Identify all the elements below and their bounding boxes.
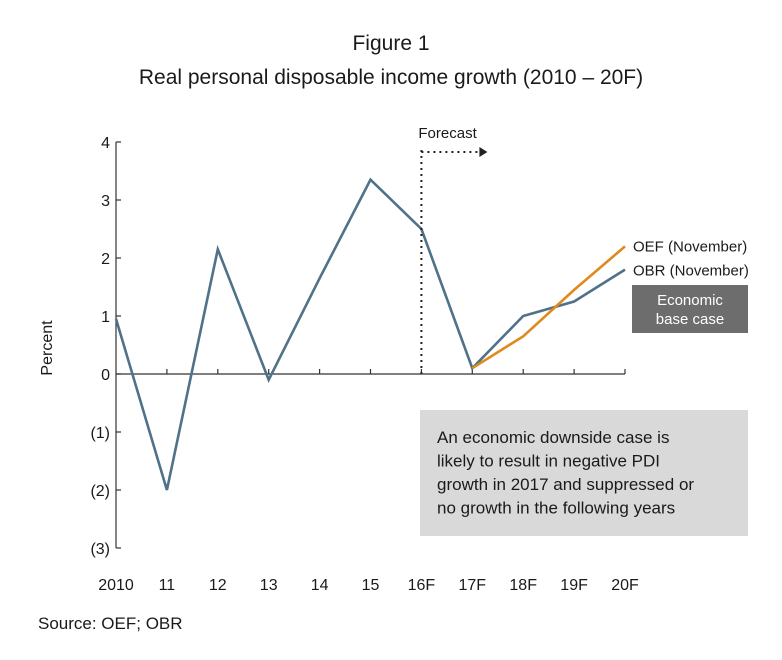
chart-title: Real personal disposable income growth (… [138,66,644,89]
x-tick-label: 15 [362,577,380,594]
x-tick-label: 16F [408,577,436,594]
y-axis-label: Percent [39,320,56,376]
x-tick-label: 12 [209,577,227,594]
downside-case-text: likely to result in negative PDI [437,452,660,471]
x-tick-label: 19F [560,577,588,594]
downside-case-text: growth in 2017 and suppressed or [437,475,694,494]
x-tick-label: 18F [509,577,537,594]
y-tick-label: (2) [90,483,110,500]
x-tick-label: 14 [311,577,329,594]
forecast-label: Forecast [418,125,477,142]
y-tick-label: 3 [101,193,110,210]
x-tick-label: 11 [159,577,176,594]
forecast-arrow-head [479,147,488,157]
x-tick-label: 20F [611,577,639,594]
x-tick-label: 2010 [98,577,134,594]
downside-case-box [420,410,748,536]
series-label-oef: OEF (November) [633,238,747,255]
series-line [114,177,626,491]
x-tick-label: 17F [459,577,487,594]
y-tick-label: 1 [101,309,110,326]
y-tick-label: 2 [101,251,110,268]
downside-case-text: no growth in the following years [437,499,675,518]
base-case-label: base case [656,311,724,328]
downside-case-text: An economic downside case is [437,428,669,447]
source-note: Source: OEF; OBR [38,614,183,633]
y-tick-label: 4 [101,135,110,152]
series-label-obr: OBR (November) [633,263,749,280]
figure-label: Figure 1 [352,32,430,55]
y-tick-label: (1) [90,425,110,442]
base-case-box [632,285,748,333]
y-tick-label: 0 [101,367,110,384]
x-tick-label: 13 [260,577,278,594]
base-case-label: Economic [657,292,723,309]
y-tick-label: (3) [90,541,110,558]
series-line [471,245,626,370]
